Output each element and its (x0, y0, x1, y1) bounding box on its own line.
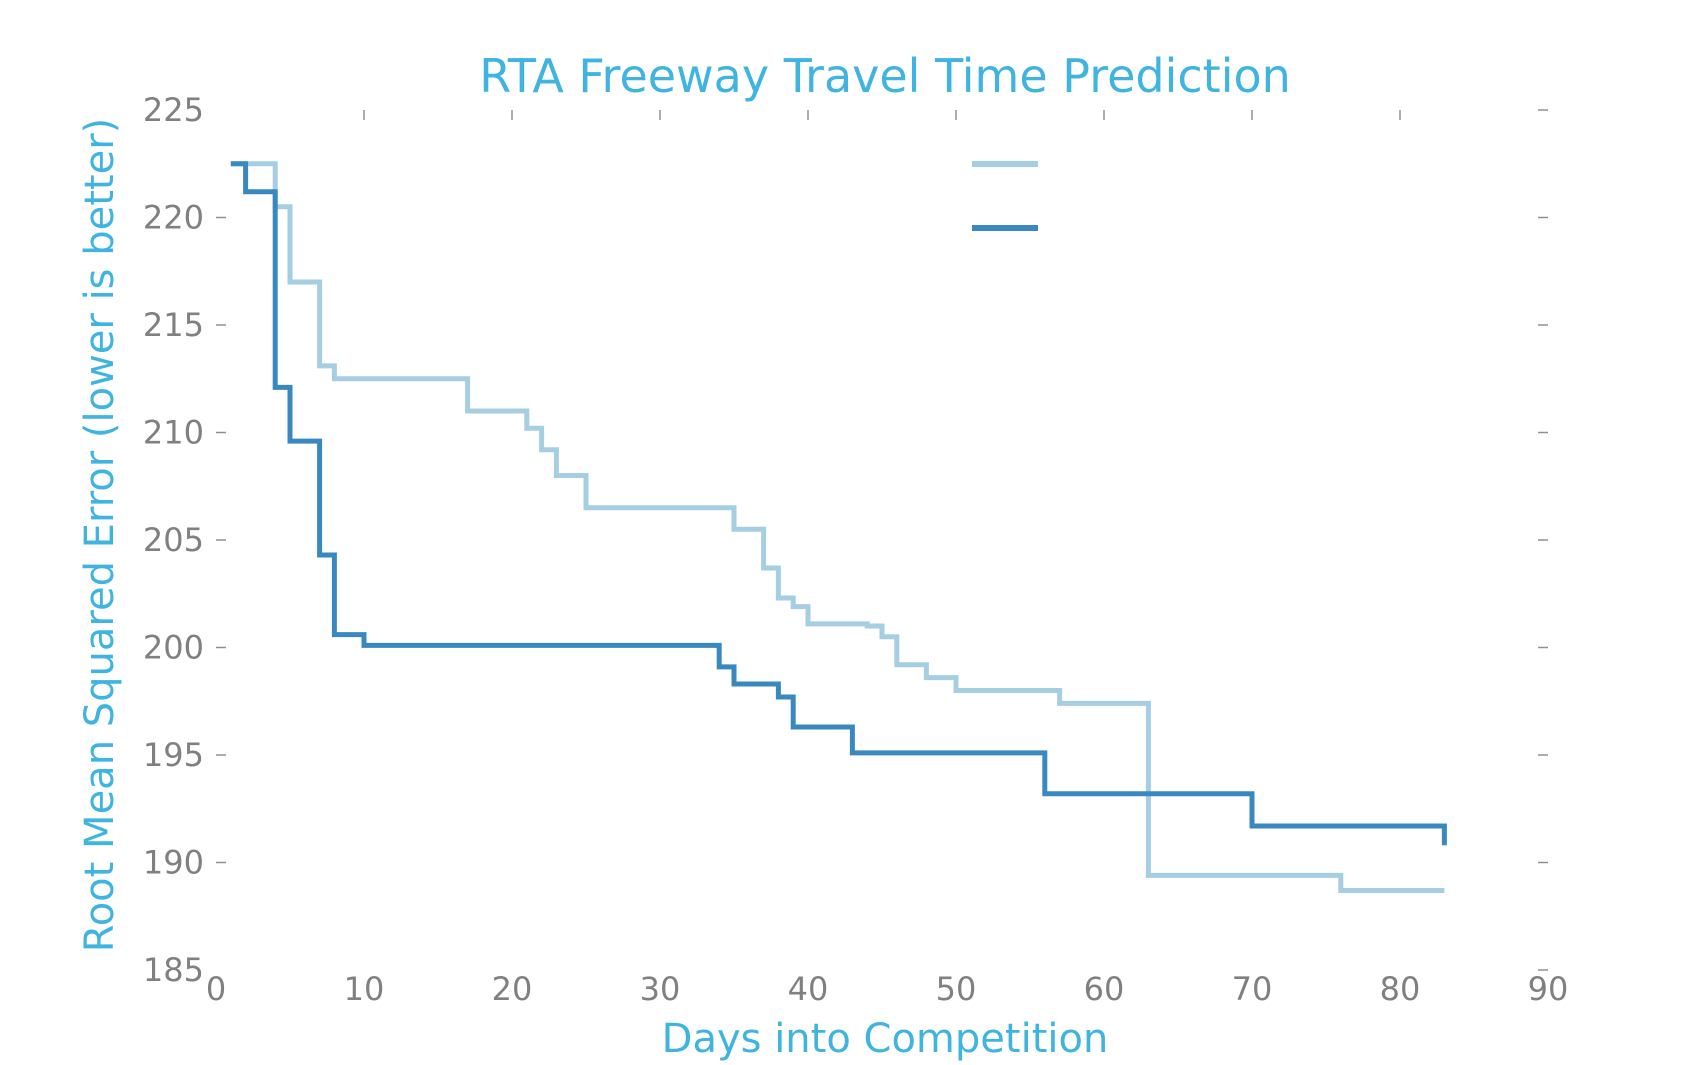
x-tick-label: 90 (1528, 970, 1569, 1008)
y-axis: 185 190 195 200 205 210 215 220 225 (143, 91, 1548, 989)
y-tick-label: 215 (143, 306, 204, 344)
x-tick-label: 10 (344, 970, 385, 1008)
series-line-2 (230, 161, 1447, 846)
x-tick-label: 70 (1232, 970, 1273, 1008)
y-tick-label: 185 (143, 951, 204, 989)
y-tick-label: 200 (143, 629, 204, 667)
x-tick-label: 50 (936, 970, 977, 1008)
y-tick-label: 190 (143, 844, 204, 882)
series-line-1 (230, 161, 1445, 893)
x-axis: 0 10 20 30 40 50 60 70 80 90 (206, 110, 1569, 1008)
y-tick-label: 225 (143, 91, 204, 129)
y-tick-label: 220 (143, 199, 204, 237)
chart-title: RTA Freeway Travel Time Prediction (479, 49, 1291, 103)
x-tick-label: 30 (640, 970, 681, 1008)
x-tick-label: 80 (1380, 970, 1421, 1008)
x-tick-label: 60 (1084, 970, 1125, 1008)
y-axis-label: Root Mean Squared Error (lower is better… (77, 118, 123, 953)
y-tick-label: 205 (143, 521, 204, 559)
y-tick-label: 195 (143, 736, 204, 774)
plot-area (230, 161, 1447, 893)
x-tick-label: 20 (492, 970, 533, 1008)
legend (972, 161, 1038, 231)
x-tick-label: 0 (206, 970, 226, 1008)
y-tick-label: 210 (143, 414, 204, 452)
x-tick-label: 40 (788, 970, 829, 1008)
x-axis-label: Days into Competition (662, 1016, 1109, 1062)
